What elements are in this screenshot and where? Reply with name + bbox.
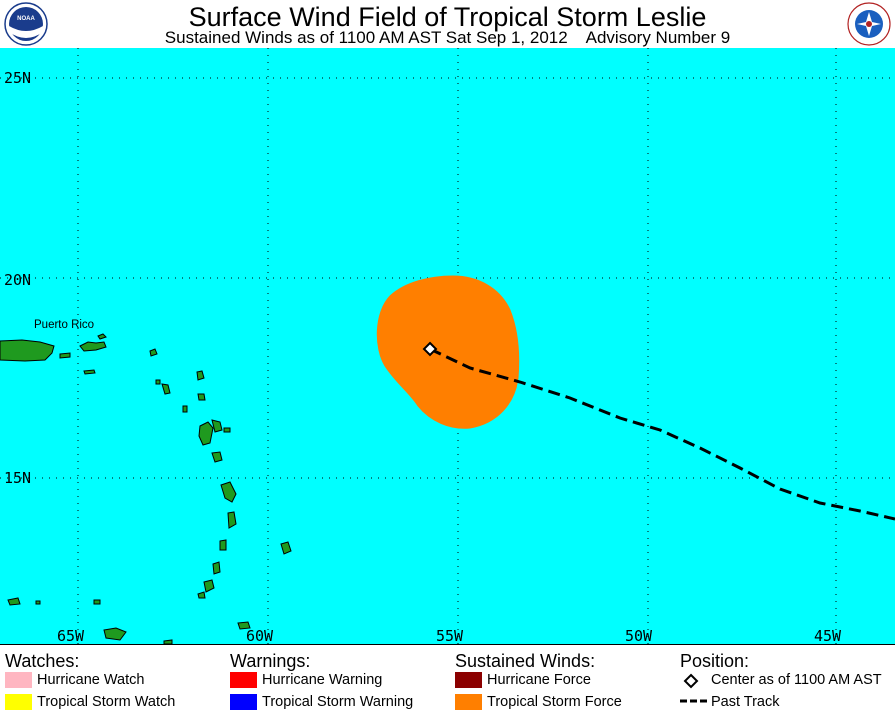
noaa-logo-icon: NOAA [4, 2, 48, 46]
wind-field-map: Puerto Rico 25N 20N 15N 65W 60W 55W 50W … [0, 48, 895, 644]
tropical-storm-watch-swatch [5, 694, 32, 710]
lat-label-25n: 25N [4, 69, 31, 87]
legend-position-heading: Position: [680, 651, 750, 671]
storm-center-diamond-icon [422, 341, 438, 357]
hurricane-force-swatch [455, 672, 482, 688]
legend-winds-heading: Sustained Winds: [455, 651, 596, 671]
page-title: Surface Wind Field of Tropical Storm Les… [188, 2, 707, 32]
noaa-logo-text: NOAA [17, 16, 35, 22]
lat-label-15n: 15N [4, 469, 31, 487]
legend-hurricane-force: Hurricane Force [487, 672, 591, 688]
lat-label-20n: 20N [4, 271, 31, 289]
diamond-icon [683, 673, 699, 689]
lon-label-45w: 45W [814, 627, 842, 644]
hurricane-watch-swatch [5, 672, 32, 688]
legend-hurricane-warning: Hurricane Warning [262, 672, 383, 688]
dashed-line-icon [680, 699, 710, 703]
legend-tropical-storm-warning: Tropical Storm Warning [262, 694, 414, 710]
legend-watches-heading: Watches: [5, 651, 80, 671]
legend-past-track: Past Track [711, 694, 780, 710]
legend-warnings-heading: Warnings: [230, 651, 311, 671]
lon-label-55w: 55W [436, 627, 464, 644]
map-legend: Watches: Hurricane Watch Tropical Storm … [0, 644, 895, 716]
legend-tropical-storm-watch: Tropical Storm Watch [37, 694, 176, 710]
tropical-storm-warning-swatch [230, 694, 257, 710]
puerto-rico-island [0, 339, 55, 362]
nws-logo-icon [847, 2, 891, 46]
legend-tropical-storm-force: Tropical Storm Force [487, 694, 622, 710]
hurricane-warning-swatch [230, 672, 257, 688]
legend-center-position: Center as of 1100 AM AST [711, 672, 882, 688]
place-label-puerto-rico: Puerto Rico [34, 319, 94, 331]
lon-label-65w: 65W [57, 627, 85, 644]
map-header: NOAA Surface Wind Field of Tropical Stor… [0, 0, 895, 48]
tropical-storm-wind-field [376, 275, 520, 429]
tropical-storm-force-swatch [455, 694, 482, 710]
legend-hurricane-watch: Hurricane Watch [37, 672, 145, 688]
lon-label-50w: 50W [625, 627, 653, 644]
land-masses [0, 333, 292, 644]
lon-label-60w: 60W [246, 627, 274, 644]
page-subtitle: Sustained Winds as of 1100 AM AST Sat Se… [164, 28, 731, 47]
